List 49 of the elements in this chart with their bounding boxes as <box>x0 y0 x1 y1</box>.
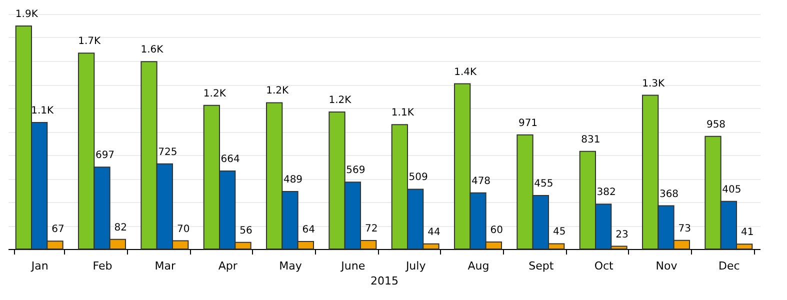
data-label: 697 <box>95 150 115 162</box>
data-label: 664 <box>220 154 240 165</box>
data-label: 382 <box>596 187 616 198</box>
data-label: 1.1K <box>31 105 54 116</box>
x-tick-label: Aug <box>468 260 490 272</box>
x-tick-label: Oct <box>594 260 614 272</box>
x-tick-label: Apr <box>218 260 238 272</box>
data-label: 70 <box>176 224 190 235</box>
data-label: 1.9K <box>15 8 38 20</box>
data-label: 64 <box>302 224 316 236</box>
x-axis-title: 2015 <box>370 274 398 288</box>
data-label: 368 <box>659 188 679 200</box>
data-label: 60 <box>490 224 504 236</box>
data-label: 958 <box>706 119 726 130</box>
x-tick-label: Nov <box>656 260 678 272</box>
data-label: 725 <box>158 146 178 158</box>
data-label: 1.3K <box>642 78 665 90</box>
data-label: 23 <box>616 229 628 240</box>
x-tick-label: June <box>340 260 366 272</box>
data-label: 1.1K <box>391 108 414 119</box>
data-label: 478 <box>471 176 491 187</box>
data-label: 489 <box>283 174 303 186</box>
x-tick-label: Dec <box>718 260 740 272</box>
x-tick-label: Mar <box>154 260 176 272</box>
data-label: 971 <box>518 118 538 129</box>
data-label: 1.4K <box>454 66 477 78</box>
data-label: 1.2K <box>266 86 289 97</box>
data-label: 1.7K <box>78 36 101 48</box>
data-label: 831 <box>581 134 600 146</box>
data-label: 73 <box>678 223 692 234</box>
data-label: 1.6K <box>140 44 164 56</box>
x-tick-label: Feb <box>92 260 112 272</box>
data-label: 82 <box>114 222 128 234</box>
x-tick-label: Sept <box>528 260 554 272</box>
x-tick-label: May <box>279 260 302 272</box>
data-label: 405 <box>722 184 742 196</box>
data-label: 67 <box>52 224 64 236</box>
data-label: 72 <box>364 224 378 235</box>
data-label: 45 <box>552 226 566 238</box>
data-label: 56 <box>240 225 252 236</box>
data-label: 41 <box>740 227 754 238</box>
x-tick-label: July <box>404 260 426 272</box>
data-label: 1.2K <box>203 88 226 100</box>
x-tick-label: Jan <box>30 260 48 272</box>
data-label: 44 <box>428 226 440 238</box>
data-label: 509 <box>408 172 428 184</box>
data-label: 1.2K <box>328 94 352 106</box>
data-label: 455 <box>534 178 554 190</box>
data-label: 569 <box>346 165 366 176</box>
